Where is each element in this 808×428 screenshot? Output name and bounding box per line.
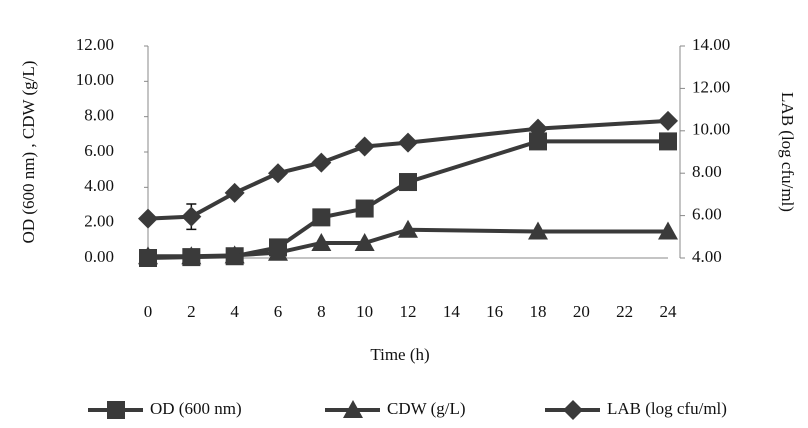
data-point [399,173,417,192]
x-tick-label: 4 [230,302,239,321]
x-axis-title: Time (h) [370,345,429,364]
x-tick-label: 24 [660,302,678,321]
data-point [268,163,288,184]
y-tick-label: 0.00 [84,247,114,266]
data-point [528,118,548,139]
legend-marker [343,400,363,418]
data-point [529,132,547,151]
y-tick-label: 12.00 [76,35,114,54]
y-tick-label: 10.00 [76,70,114,89]
legend-label: OD (600 nm) [150,399,242,418]
y2-tick-label: 8.00 [692,162,722,181]
x-tick-label: 6 [274,302,283,321]
data-point [658,221,678,240]
y2-tick-label: 4.00 [692,247,722,266]
data-point [354,232,375,251]
x-tick-label: 18 [530,302,547,321]
data-point [354,136,375,157]
y-tick-label: 2.00 [84,212,114,231]
data-point [311,232,332,251]
data-point [312,208,331,227]
data-point [658,110,678,131]
y2-axis-title: LAB (log cfu/ml) [778,92,797,212]
y2-tick-label: 12.00 [692,77,730,96]
x-tick-label: 10 [356,302,373,321]
legend-label: LAB (log cfu/ml) [607,399,727,418]
y2-tick-label: 6.00 [692,205,722,224]
data-point [181,246,202,265]
x-tick-label: 2 [187,302,196,321]
data-point [224,182,245,203]
legend-marker [107,401,125,419]
y2-tick-label: 14.00 [692,35,730,54]
y-axis-title: OD (600 nm) , CDW (g/L) [19,61,38,244]
x-tick-label: 16 [486,302,503,321]
data-point [268,242,288,261]
x-tick-label: 12 [400,302,417,321]
x-tick-label: 20 [573,302,590,321]
data-point [224,245,245,264]
data-point [138,208,158,229]
data-point [528,221,548,240]
data-point [311,152,332,173]
y-tick-label: 8.00 [84,106,114,125]
legend-label: CDW (g/L) [387,399,466,418]
y2-tick-label: 10.00 [692,120,730,139]
data-point [138,246,158,265]
x-tick-label: 0 [144,302,153,321]
data-point [355,199,374,218]
x-tick-label: 22 [616,302,633,321]
y-tick-label: 6.00 [84,141,114,160]
data-point [398,132,418,153]
x-tick-label: 14 [443,302,461,321]
y-tick-label: 4.00 [84,176,114,195]
data-point [181,206,202,227]
data-point [398,219,418,238]
x-tick-label: 8 [317,302,326,321]
legend-marker [563,400,583,420]
data-point [659,132,677,151]
